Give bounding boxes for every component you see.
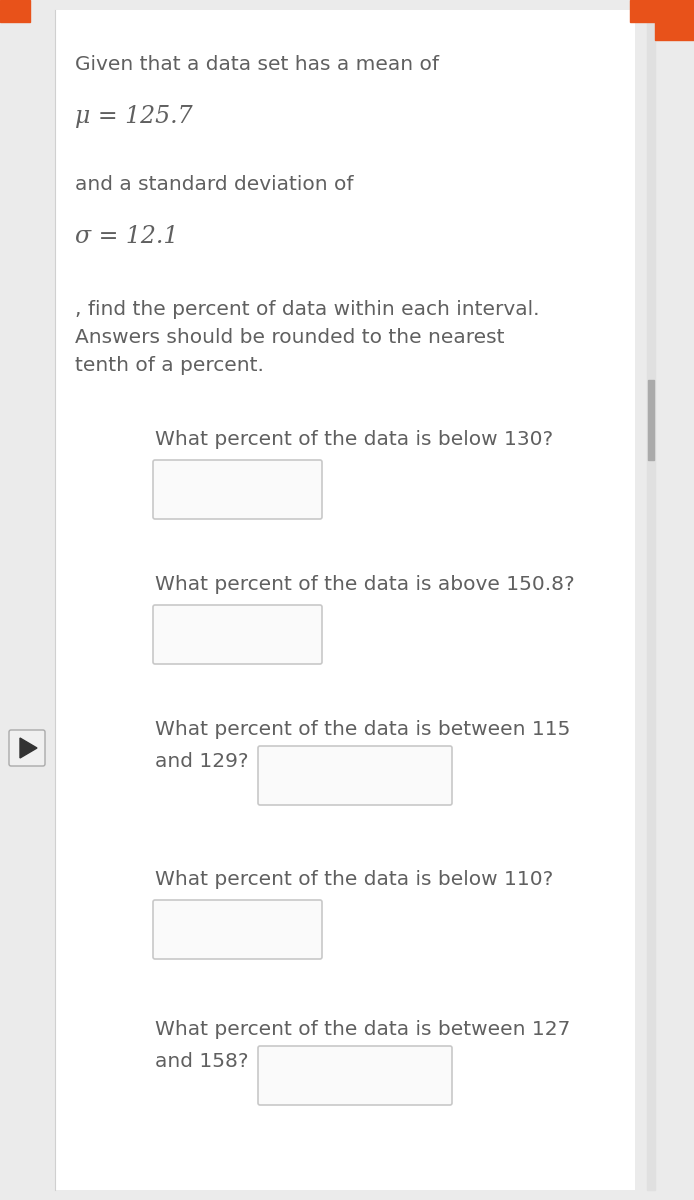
- Bar: [655, 0, 694, 40]
- Text: , find the percent of data within each interval.: , find the percent of data within each i…: [75, 300, 539, 319]
- Text: What percent of the data is between 115: What percent of the data is between 115: [155, 720, 570, 739]
- FancyBboxPatch shape: [258, 746, 452, 805]
- Text: What percent of the data is between 127: What percent of the data is between 127: [155, 1020, 570, 1039]
- FancyBboxPatch shape: [153, 900, 322, 959]
- Text: μ = 125.7: μ = 125.7: [75, 104, 193, 128]
- FancyBboxPatch shape: [153, 605, 322, 664]
- Text: tenth of a percent.: tenth of a percent.: [75, 356, 264, 374]
- Bar: [648, 380, 654, 460]
- Text: and 158?: and 158?: [155, 1052, 248, 1070]
- Text: What percent of the data is below 110?: What percent of the data is below 110?: [155, 870, 553, 889]
- Polygon shape: [20, 738, 37, 758]
- Bar: [647, 10, 655, 1190]
- Text: and a standard deviation of: and a standard deviation of: [75, 175, 353, 194]
- Text: σ = 12.1: σ = 12.1: [75, 226, 178, 248]
- Text: Given that a data set has a mean of: Given that a data set has a mean of: [75, 55, 439, 74]
- Bar: [55, 10, 635, 1190]
- Text: and 129?: and 129?: [155, 752, 248, 770]
- Text: Answers should be rounded to the nearest: Answers should be rounded to the nearest: [75, 328, 505, 347]
- Text: What percent of the data is above 150.8?: What percent of the data is above 150.8?: [155, 575, 575, 594]
- Bar: [630, 0, 694, 22]
- FancyBboxPatch shape: [9, 730, 45, 766]
- Bar: [0, 0, 30, 22]
- FancyBboxPatch shape: [153, 460, 322, 518]
- FancyBboxPatch shape: [258, 1046, 452, 1105]
- Text: What percent of the data is below 130?: What percent of the data is below 130?: [155, 430, 553, 449]
